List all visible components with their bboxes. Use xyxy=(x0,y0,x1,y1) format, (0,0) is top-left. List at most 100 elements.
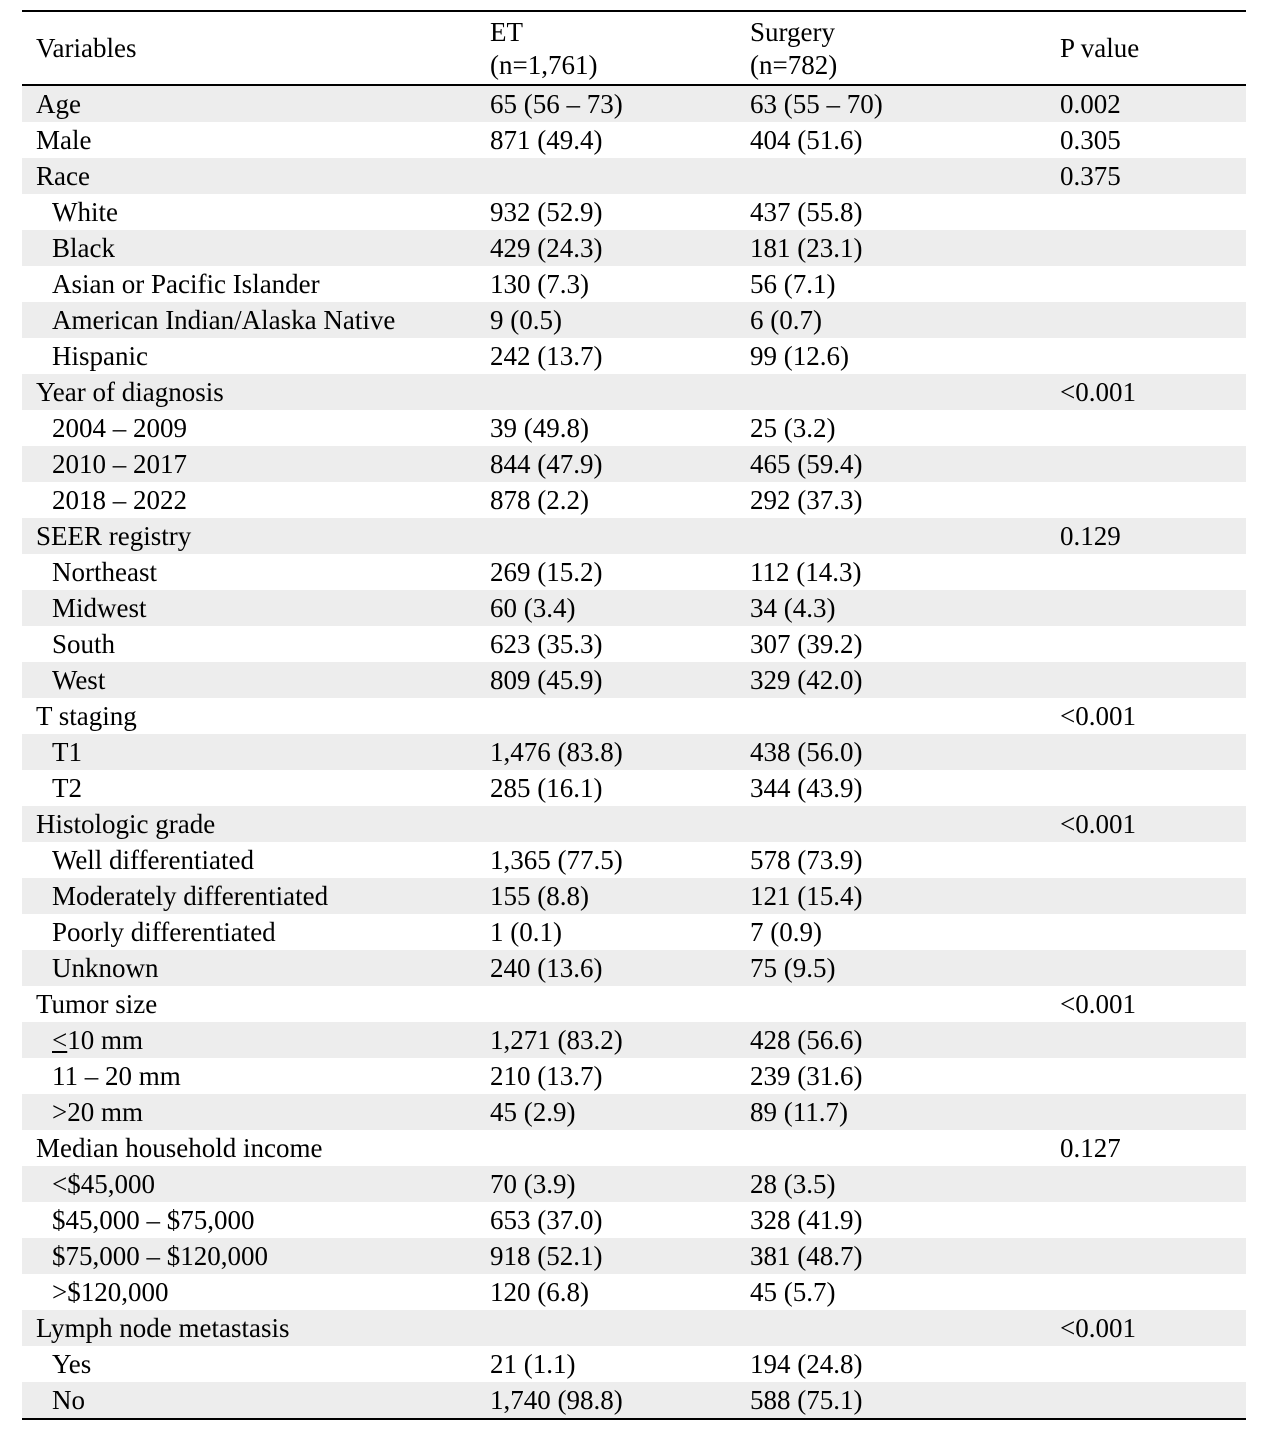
row-et-value: 70 (3.9) xyxy=(490,1169,576,1199)
row-label: <10 mm xyxy=(52,1025,143,1055)
row-et-value: 60 (3.4) xyxy=(490,593,576,623)
table-subrow: Hispanic 242 (13.7) 99 (12.6) xyxy=(22,338,1246,374)
header-surgery-n: (n=782) xyxy=(750,50,838,80)
row-label: Male xyxy=(36,125,92,155)
row-label: Northeast xyxy=(52,557,157,587)
row-label: West xyxy=(52,665,106,695)
row-label: Well differentiated xyxy=(52,845,254,875)
table-subrow: <$45,000 70 (3.9) 28 (3.5) xyxy=(22,1166,1246,1202)
row-et-value: 65 (56 – 73) xyxy=(490,89,623,119)
row-surgery-value: 328 (41.9) xyxy=(750,1205,863,1235)
row-et-value: 21 (1.1) xyxy=(490,1349,576,1379)
table-subrow: <10 mm 1,271 (83.2) 428 (56.6) xyxy=(22,1022,1246,1058)
row-et-value: 1,740 (98.8) xyxy=(490,1385,623,1415)
table-body: Age 65 (56 – 73) 63 (55 – 70) 0.002 Male 871 … xyxy=(22,86,1246,1418)
row-et-value: 1,365 (77.5) xyxy=(490,845,623,875)
row-label: Lymph node metastasis xyxy=(36,1313,290,1343)
row-label: Race xyxy=(36,161,90,191)
row-p-value: 0.002 xyxy=(1060,89,1121,119)
row-label: Tumor size xyxy=(36,989,158,1019)
row-surgery-value: 99 (12.6) xyxy=(750,341,849,371)
row-label: American Indian/Alaska Native xyxy=(52,305,396,335)
table-subrow: 11 – 20 mm 210 (13.7) 239 (31.6) xyxy=(22,1058,1246,1094)
row-surgery-value: 578 (73.9) xyxy=(750,845,863,875)
table-row: Age 65 (56 – 73) 63 (55 – 70) 0.002 xyxy=(22,86,1246,122)
row-surgery-value: 437 (55.8) xyxy=(750,197,863,227)
row-label: 2018 – 2022 xyxy=(52,485,187,515)
row-et-value: 240 (13.6) xyxy=(490,953,603,983)
table-subrow: $45,000 – $75,000 653 (37.0) 328 (41.9) xyxy=(22,1202,1246,1238)
row-surgery-value: 181 (23.1) xyxy=(750,233,863,263)
row-surgery-value: 89 (11.7) xyxy=(750,1097,848,1127)
header-surgery: Surgery (n=782) xyxy=(750,16,837,82)
row-surgery-value: 112 (14.3) xyxy=(750,557,862,587)
table-subrow: 2004 – 2009 39 (49.8) 25 (3.2) xyxy=(22,410,1246,446)
row-label: $45,000 – $75,000 xyxy=(52,1205,255,1235)
row-et-value: 653 (37.0) xyxy=(490,1205,603,1235)
table-row: Histologic grade <0.001 xyxy=(22,806,1246,842)
row-label: Histologic grade xyxy=(36,809,216,839)
table-subrow: Northeast 269 (15.2) 112 (14.3) xyxy=(22,554,1246,590)
table-subrow: Well differentiated 1,365 (77.5) 578 (73.9… xyxy=(22,842,1246,878)
row-label: Hispanic xyxy=(52,341,148,371)
row-p-value: 0.127 xyxy=(1060,1133,1121,1163)
row-surgery-value: 63 (55 – 70) xyxy=(750,89,883,119)
row-surgery-value: 344 (43.9) xyxy=(750,773,863,803)
table-subrow: >$120,000 120 (6.8) 45 (5.7) xyxy=(22,1274,1246,1310)
row-surgery-value: 329 (42.0) xyxy=(750,665,863,695)
row-et-value: 1 (0.1) xyxy=(490,917,562,947)
header-p-value: P value xyxy=(1060,33,1140,63)
header-et-n: (n=1,761) xyxy=(490,50,598,80)
table-subrow: $75,000 – $120,000 918 (52.1) 381 (48.7) xyxy=(22,1238,1246,1274)
row-et-value: 120 (6.8) xyxy=(490,1277,589,1307)
row-et-value: 623 (35.3) xyxy=(490,629,603,659)
table-subrow: T1 1,476 (83.8) 438 (56.0) xyxy=(22,734,1246,770)
row-label: T1 xyxy=(52,737,82,767)
header-surgery-label: Surgery xyxy=(750,17,835,47)
row-surgery-value: 404 (51.6) xyxy=(750,125,863,155)
row-label: >20 mm xyxy=(52,1097,143,1127)
row-surgery-value: 438 (56.0) xyxy=(750,737,863,767)
row-et-value: 210 (13.7) xyxy=(490,1061,603,1091)
row-p-value: 0.375 xyxy=(1060,161,1121,191)
row-et-value: 155 (8.8) xyxy=(490,881,589,911)
row-label: 2010 – 2017 xyxy=(52,449,187,479)
row-surgery-value: 588 (75.1) xyxy=(750,1385,863,1415)
row-label: 11 – 20 mm xyxy=(52,1061,181,1091)
row-surgery-value: 428 (56.6) xyxy=(750,1025,863,1055)
row-label: 2004 – 2009 xyxy=(52,413,187,443)
table-subrow: Midwest 60 (3.4) 34 (4.3) xyxy=(22,590,1246,626)
row-label: Year of diagnosis xyxy=(36,377,224,407)
table-subrow: >20 mm 45 (2.9) 89 (11.7) xyxy=(22,1094,1246,1130)
row-et-value: 130 (7.3) xyxy=(490,269,589,299)
row-label: Asian or Pacific Islander xyxy=(52,269,320,299)
table-subrow: Unknown 240 (13.6) 75 (9.5) xyxy=(22,950,1246,986)
row-surgery-value: 28 (3.5) xyxy=(750,1169,836,1199)
header-et-label: ET xyxy=(490,17,523,47)
row-p-value: <0.001 xyxy=(1060,989,1136,1019)
table-row: Tumor size <0.001 xyxy=(22,986,1246,1022)
row-label: No xyxy=(52,1385,85,1415)
table-subrow: Poorly differentiated 1 (0.1) 7 (0.9) xyxy=(22,914,1246,950)
row-surgery-value: 121 (15.4) xyxy=(750,881,863,911)
row-et-value: 871 (49.4) xyxy=(490,125,603,155)
row-et-value: 285 (16.1) xyxy=(490,773,603,803)
row-et-value: 242 (13.7) xyxy=(490,341,603,371)
row-label: Midwest xyxy=(52,593,147,623)
row-et-value: 269 (15.2) xyxy=(490,557,603,587)
row-et-value: 918 (52.1) xyxy=(490,1241,603,1271)
row-et-value: 429 (24.3) xyxy=(490,233,603,263)
row-label: SEER registry xyxy=(36,521,192,551)
row-p-value: 0.129 xyxy=(1060,521,1121,551)
row-et-value: 1,476 (83.8) xyxy=(490,737,623,767)
row-label: Median household income xyxy=(36,1133,323,1163)
row-et-value: 45 (2.9) xyxy=(490,1097,576,1127)
row-label: >$120,000 xyxy=(52,1277,169,1307)
row-p-value: <0.001 xyxy=(1060,701,1136,731)
row-label: Poorly differentiated xyxy=(52,917,276,947)
row-et-value: 878 (2.2) xyxy=(490,485,589,515)
header-et: ET (n=1,761) xyxy=(490,16,597,82)
row-et-value: 932 (52.9) xyxy=(490,197,603,227)
table-subrow: 2010 – 2017 844 (47.9) 465 (59.4) xyxy=(22,446,1246,482)
table-row: Year of diagnosis <0.001 xyxy=(22,374,1246,410)
